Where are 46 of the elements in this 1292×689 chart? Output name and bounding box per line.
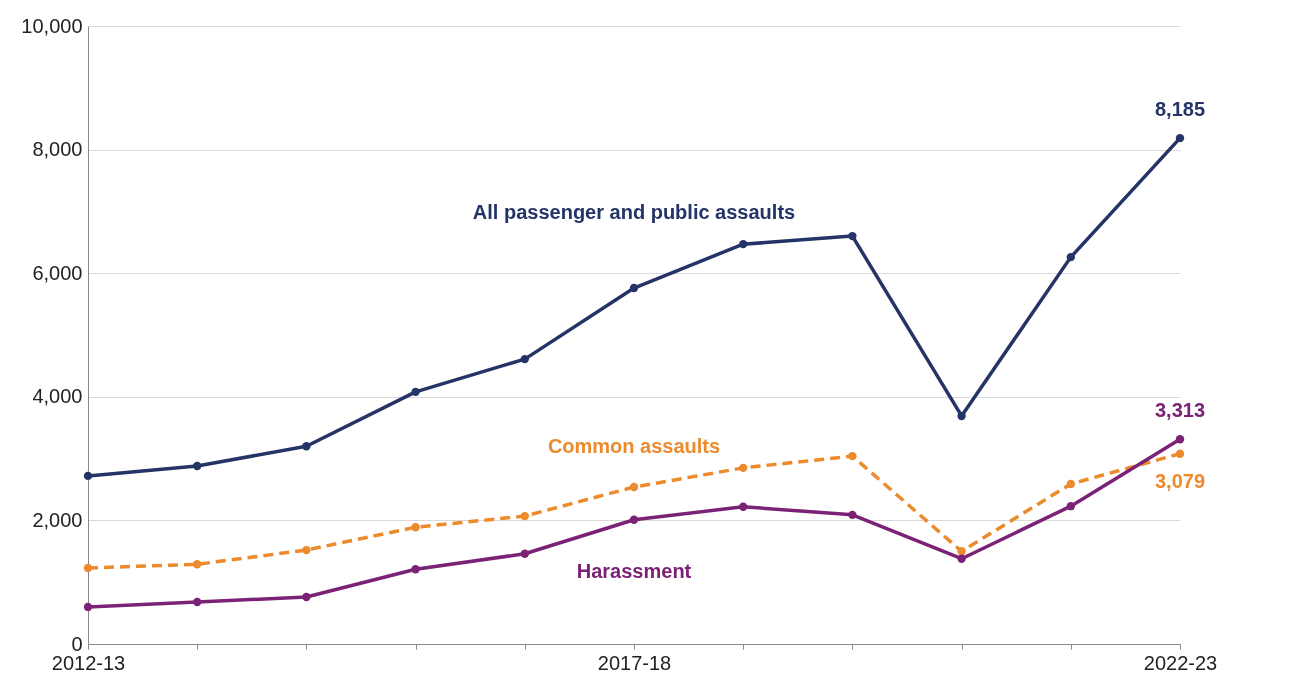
point [1175, 449, 1185, 458]
point [739, 239, 748, 249]
point [739, 502, 748, 511]
point [739, 463, 748, 473]
x-tick-label: 2022-23 [1143, 651, 1218, 674]
point [302, 592, 311, 602]
point [1175, 133, 1185, 143]
point [848, 510, 857, 520]
point [520, 354, 529, 364]
point [1066, 479, 1075, 489]
point [193, 461, 202, 471]
point [629, 283, 639, 293]
point [520, 511, 529, 521]
series-label: Harassment [576, 559, 692, 582]
point [411, 523, 420, 532]
y-tick-label: 2,000 [32, 508, 83, 531]
point [302, 442, 311, 451]
point [83, 563, 93, 573]
point [1066, 502, 1075, 511]
y-tick-label: 8,000 [32, 138, 83, 161]
point [848, 231, 857, 241]
point [520, 549, 529, 558]
point [193, 597, 202, 607]
data-label: 3,079 [1154, 469, 1206, 492]
y-tick-label: 10,000 [21, 14, 83, 37]
point [1175, 435, 1185, 444]
point [629, 482, 639, 492]
point [83, 602, 93, 612]
series-label: All passenger and public assaults [472, 201, 796, 224]
series-label: Common assaults [547, 435, 721, 458]
point [411, 565, 420, 574]
x-tick-label: 2017-18 [597, 651, 672, 674]
point [957, 554, 966, 563]
data-label: 3,313 [1154, 399, 1206, 422]
point [193, 560, 202, 569]
point [957, 411, 966, 421]
point [957, 547, 966, 556]
y-tick-label: 4,000 [32, 385, 83, 408]
data-label: 8,185 [1154, 98, 1206, 121]
point [302, 545, 311, 555]
point [411, 387, 420, 397]
point [1066, 252, 1075, 262]
point [629, 515, 639, 524]
y-tick-label: 6,000 [32, 261, 83, 284]
point [848, 451, 857, 461]
point [83, 471, 93, 481]
